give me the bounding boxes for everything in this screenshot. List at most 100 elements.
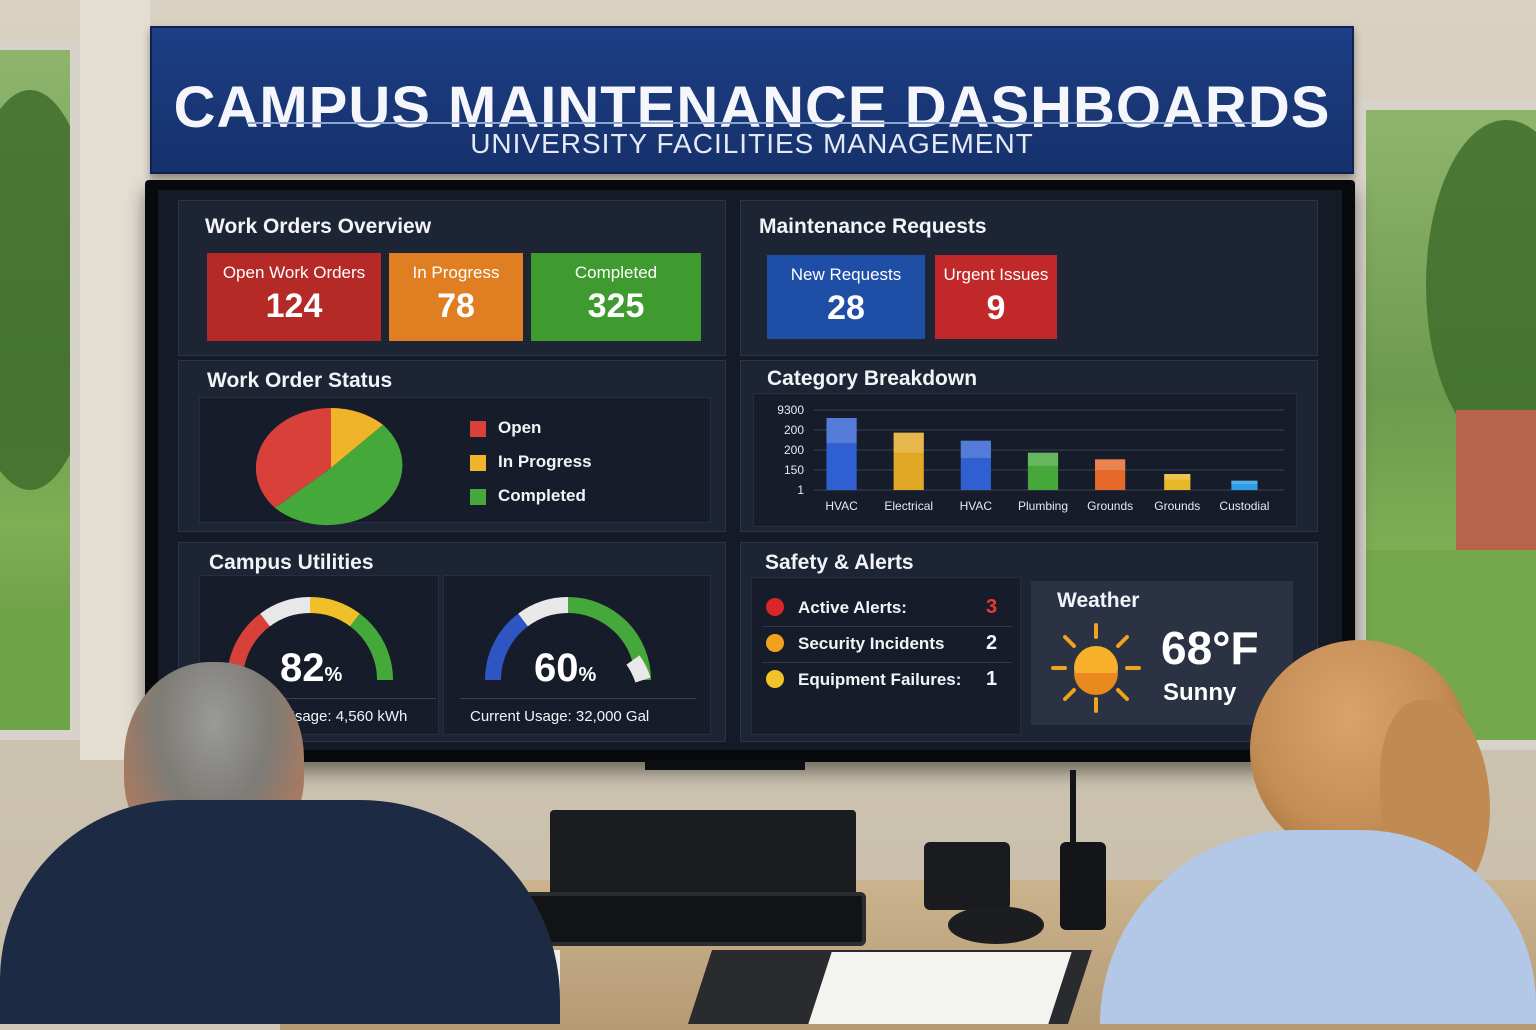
open-work-orders-label: Open Work Orders	[222, 263, 366, 282]
dashboard-sign: CAMPUS MAINTENANCE DASHBOARDS UNIVERSITY…	[150, 26, 1354, 174]
y-tick-label: 150	[784, 463, 804, 477]
weather-card: Weather 68°F Sunny	[1031, 581, 1293, 725]
campus-utilities-title: Campus Utilities	[209, 551, 374, 574]
alerts-divider-1	[762, 626, 1012, 627]
weather-temperature: 68°F	[1161, 622, 1259, 674]
weather-title: Weather	[1057, 589, 1140, 612]
security-incidents-label: Security Incidents	[798, 634, 945, 653]
y-tick-label: 200	[784, 423, 804, 437]
paper-sheet	[808, 952, 1072, 1024]
campus-utilities-panel: Campus Utilities 82% Usage: 4,560 kWh	[178, 542, 726, 742]
pie-slice-open	[255, 407, 331, 508]
active-alerts-dot	[766, 598, 784, 616]
sun-icon	[1051, 623, 1141, 713]
left-wall-column	[80, 0, 150, 760]
alerts-list: Active Alerts: 3 Security Incidents 2 Eq…	[751, 577, 1021, 735]
equipment-failures-value: 1	[986, 668, 998, 690]
y-tick-label: 9300	[777, 403, 804, 417]
bar-highlight	[960, 440, 991, 458]
legend-in-progress-swatch	[470, 454, 486, 471]
category-label: Plumbing	[1018, 499, 1068, 513]
category-bar-chart: 1 150 200 200 9300 HVAC Electrical HVAC Plumbing…	[777, 403, 1284, 513]
bar-highlight	[893, 432, 924, 453]
legend-open-label: Open	[498, 418, 542, 437]
bar	[960, 440, 991, 490]
tv-stand-bar	[645, 760, 805, 770]
legend-completed-swatch	[470, 488, 486, 505]
completed-tile: Completed 325	[531, 253, 701, 341]
work-order-status-title: Work Order Status	[207, 369, 393, 392]
in-progress-tile: In Progress 78	[389, 253, 523, 341]
category-label: Grounds	[1087, 499, 1133, 513]
in-progress-value: 78	[437, 287, 475, 325]
bar	[1027, 452, 1059, 490]
equipment-failures-dot	[766, 670, 784, 688]
radio-antenna	[1070, 770, 1076, 844]
radio-handset	[1060, 842, 1106, 930]
safety-alerts-panel: Safety & Alerts Active Alerts: 3 Securit…	[740, 542, 1318, 742]
water-gauge-caption: Current Usage: 32,000 Gal	[470, 708, 650, 725]
category-chart-area: 1 150 200 200 9300 HVAC Electrical HVAC Plumbing…	[753, 393, 1297, 527]
urgent-issues-tile: Urgent Issues 9	[935, 255, 1057, 339]
completed-value: 325	[587, 287, 645, 325]
electric-gauge-unit: %	[324, 664, 343, 686]
bar-highlight	[826, 418, 857, 444]
urgent-issues-value: 9	[986, 289, 1006, 327]
water-gauge-unit: %	[578, 664, 597, 686]
water-gauge-rule	[460, 698, 696, 699]
status-pie-chart	[255, 407, 403, 526]
bar-highlight	[1231, 480, 1258, 484]
open-work-orders-value: 124	[265, 287, 323, 325]
desk-phone-base	[924, 842, 1010, 910]
safety-alerts-title: Safety & Alerts	[765, 551, 914, 574]
pie-slice-completed	[275, 424, 403, 526]
alerts-divider-2	[762, 662, 1012, 663]
electric-gauge-caption: Usage: 4,560 kWh	[284, 708, 408, 725]
category-breakdown-title: Category Breakdown	[767, 367, 978, 390]
work-order-status-panel: Work Order Status Open In Progress Compl…	[178, 360, 726, 532]
maintenance-requests-title: Maintenance Requests	[759, 215, 987, 238]
electric-gauge-rule	[210, 698, 436, 699]
bar	[1164, 474, 1191, 490]
category-label: Grounds	[1154, 499, 1200, 513]
bar-highlight	[1027, 452, 1059, 466]
bar	[826, 418, 857, 490]
urgent-issues-label: Urgent Issues	[943, 265, 1049, 284]
work-orders-panel: Work Orders Overview Open Work Orders 12…	[178, 200, 726, 356]
security-incidents-dot	[766, 634, 784, 652]
work-orders-title: Work Orders Overview	[205, 215, 432, 238]
active-alerts-value: 3	[986, 596, 998, 618]
bar	[1095, 459, 1126, 490]
bar-highlight	[1095, 459, 1126, 471]
bar	[1231, 480, 1258, 490]
bar	[893, 432, 924, 490]
sign-subtitle: UNIVERSITY FACILITIES MANAGEMENT	[470, 128, 1034, 159]
y-tick-label: 200	[784, 443, 804, 457]
legend-in-progress: In Progress	[470, 452, 592, 472]
water-gauge	[485, 597, 651, 683]
water-gauge-value: 60	[534, 646, 579, 690]
y-tick-label: 1	[797, 483, 804, 497]
electric-gauge-readout: 82%	[280, 646, 342, 691]
sign-divider	[248, 122, 1256, 124]
active-alerts-label: Active Alerts:	[798, 598, 907, 617]
legend-open-swatch	[470, 420, 486, 437]
category-breakdown-panel: Category Breakdown 1 150 200 200 9300 HVAC Ele…	[740, 360, 1318, 532]
security-incidents-value: 2	[986, 632, 998, 654]
completed-label: Completed	[574, 263, 658, 282]
water-gauge-readout: 60%	[534, 646, 596, 691]
legend-in-progress-label: In Progress	[498, 452, 592, 471]
category-label: HVAC	[825, 499, 858, 513]
open-work-orders-tile: Open Work Orders 124	[207, 253, 381, 341]
new-requests-tile: New Requests 28	[767, 255, 925, 339]
legend-completed: Completed	[470, 486, 586, 506]
sign-title: CAMPUS MAINTENANCE DASHBOARDS	[173, 75, 1331, 140]
computer-mouse	[948, 906, 1044, 944]
pie-slice-in-progress	[331, 408, 383, 468]
weather-condition: Sunny	[1163, 679, 1237, 706]
category-label: HVAC	[960, 499, 993, 513]
keyboard	[502, 892, 866, 946]
electric-gauge-value: 82	[280, 646, 325, 690]
maintenance-requests-panel: Maintenance Requests New Requests 28 Urg…	[740, 200, 1318, 356]
legend-open: Open	[470, 418, 541, 438]
